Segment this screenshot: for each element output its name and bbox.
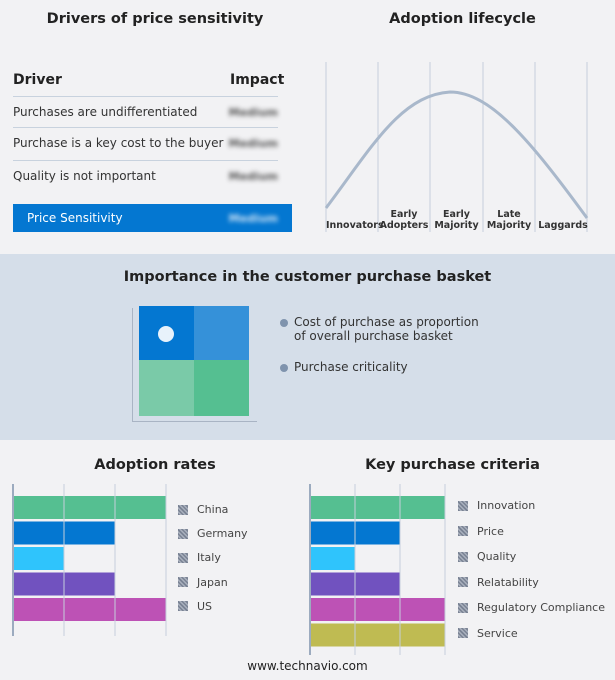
impact-value: Medium: [228, 169, 278, 183]
adoption-curve: [324, 90, 589, 219]
drivers-title: Drivers of price sensitivity: [46, 11, 264, 27]
legend-item: Service: [458, 627, 518, 640]
legend-item: Purchase criticality: [280, 360, 408, 374]
legend-item: Japan: [178, 576, 228, 589]
legend-label: Innovation: [477, 499, 536, 512]
legend-swatch-icon: [178, 601, 188, 612]
legend-item: Italy: [178, 551, 221, 564]
legend-swatch-icon: [458, 526, 468, 536]
legend-swatch-icon: [178, 504, 188, 515]
legend-label: Cost of purchase as proportion of overal…: [294, 315, 479, 343]
legend-label: Japan: [197, 575, 228, 589]
bar-innovation: [311, 496, 445, 519]
bar-china: [14, 496, 166, 519]
summary-label: Price Sensitivity: [27, 211, 123, 225]
stage-early-majority: Early Majority: [430, 209, 483, 231]
matrix-axis: [132, 308, 133, 422]
legend-swatch-icon: [458, 628, 468, 638]
legend-label: Germany: [197, 527, 248, 541]
price-sensitivity-summary: Price Sensitivity Medium: [13, 204, 292, 232]
driver-label: Purchases are undifferentiated: [13, 105, 198, 119]
stage-late-majority: Late Majority: [483, 209, 535, 231]
impact-value: Medium: [228, 136, 278, 150]
bar-us: [14, 598, 166, 621]
legend-swatch-icon: [458, 551, 468, 562]
lifecycle-title: Adoption lifecycle: [389, 11, 536, 27]
legend-label: Italy: [197, 551, 221, 565]
bullet-icon: [280, 319, 288, 327]
lifecycle-chart: [324, 62, 589, 232]
legend-item: Relatability: [458, 576, 539, 589]
matrix-axis: [132, 421, 257, 422]
bar-service: [311, 623, 445, 647]
legend-label: Regulatory Compliance: [477, 601, 605, 614]
basket-title: Importance in the customer purchase bask…: [123, 269, 492, 285]
quadrant: [194, 306, 249, 360]
stage-laggards: Laggards: [538, 220, 588, 231]
bullet-icon: [280, 364, 288, 372]
stage-early-adopters: Early Adopters: [378, 209, 430, 231]
position-marker: [158, 326, 174, 342]
kpc-title: Key purchase criteria: [365, 457, 540, 473]
legend-swatch-icon: [178, 552, 188, 563]
legend-item: Innovation: [458, 499, 535, 512]
bar-quality: [311, 547, 355, 570]
legend-swatch-icon: [458, 577, 468, 587]
legend-label: Relatability: [477, 575, 539, 589]
legend-item: Regulatory Compliance: [458, 601, 605, 614]
quadrant: [139, 360, 194, 416]
stage-line: Adopters: [379, 220, 429, 231]
stage-line: Majority: [434, 220, 479, 231]
footer-url: www.technavio.com: [247, 659, 368, 673]
legend-item: Germany: [178, 527, 248, 540]
driver-column-header: Driver: [13, 72, 62, 88]
driver-row: Purchases are undifferentiated Medium: [13, 96, 278, 127]
driver-row: Purchase is a key cost to the buyer Mediu…: [13, 127, 278, 158]
driver-label: Purchase is a key cost to the buyer: [13, 136, 224, 150]
legend-item: Quality: [458, 550, 516, 563]
legend-swatch-icon: [458, 602, 468, 613]
driver-label: Quality is not important: [13, 169, 156, 183]
legend-swatch-icon: [178, 528, 188, 539]
bar-italy: [14, 547, 64, 570]
legend-label: Quality: [477, 550, 517, 563]
impact-value: Medium: [228, 105, 278, 119]
legend-item: Price: [458, 525, 504, 538]
legend-swatch-icon: [178, 577, 188, 588]
legend-label: Purchase criticality: [294, 360, 408, 374]
legend-item: Cost of purchase as proportion of overal…: [280, 315, 480, 343]
summary-impact: Medium: [228, 211, 278, 225]
legend-item: China: [178, 503, 228, 516]
legend-item: US: [178, 600, 212, 613]
bar-regulatory-compliance: [311, 598, 445, 621]
legend-label: Price: [477, 524, 504, 538]
driver-row: Quality is not important Medium: [13, 160, 278, 191]
legend-label: US: [197, 599, 213, 613]
stage-innovators: Innovators: [326, 220, 384, 231]
bar-charts: [12, 484, 446, 655]
stage-line: Majority: [486, 220, 532, 231]
legend-label: Service: [477, 626, 518, 640]
impact-column-header: Impact: [230, 72, 285, 88]
legend-label: China: [197, 503, 229, 516]
stage-line: Early: [442, 209, 471, 220]
basket-section: Importance in the customer purchase bask…: [0, 254, 615, 440]
adoption-rates-title: Adoption rates: [94, 457, 216, 473]
quadrant: [194, 360, 249, 416]
stage-line: Late: [497, 209, 521, 220]
stage-line: Early: [390, 209, 418, 220]
legend-swatch-icon: [458, 500, 468, 511]
